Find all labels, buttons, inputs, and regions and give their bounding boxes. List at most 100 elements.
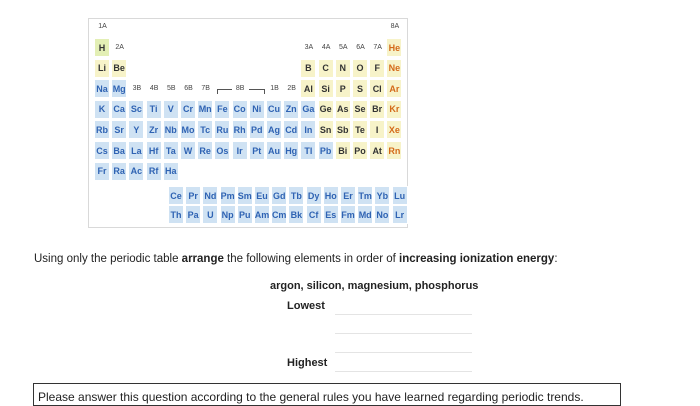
element-cell: Tb [288, 186, 305, 205]
element-cell: Br [369, 99, 386, 119]
group-label: 4B [149, 85, 159, 93]
element-cell: Ar [386, 79, 403, 99]
group-label: 3B [132, 85, 142, 93]
element-cell: Cu [266, 99, 282, 119]
element-cell: Cf [305, 205, 322, 224]
element-cell: Nd [202, 186, 219, 205]
element-cell: Co [231, 99, 248, 119]
prompt-text: increasing ionization energy [399, 253, 555, 265]
answer-slot[interactable] [335, 371, 472, 372]
group-label: 8A [390, 23, 400, 30]
group-label: 6A [356, 44, 365, 51]
element-cell: Np [219, 205, 236, 224]
element-cell: Bi [334, 141, 351, 160]
group-label: 7A [373, 44, 382, 51]
element-cell: Ge [317, 99, 334, 119]
element-cell: Y [128, 120, 145, 140]
prompt-text: : [554, 253, 558, 265]
element-cell: Tc [197, 120, 214, 140]
element-cell: Tl [300, 141, 317, 160]
element-cell: V [162, 99, 179, 119]
element-cell: La [128, 141, 145, 160]
element-cell: Re [197, 141, 214, 160]
element-cell: Pm [219, 186, 236, 205]
element-cell: Ha [162, 161, 179, 181]
element-cell: He [386, 38, 403, 57]
element-cell: Sr [111, 120, 128, 140]
element-cell: Mn [197, 99, 214, 119]
element-cell: I [369, 120, 386, 140]
element-cell: Sc [128, 99, 145, 119]
element-cell: Cd [283, 120, 300, 140]
group-label: 1A [98, 23, 107, 30]
element-cell: Sb [334, 120, 351, 140]
element-cell: Pu [236, 205, 253, 224]
element-cell: Te [352, 120, 368, 140]
element-cell: Yb [374, 186, 391, 205]
group-label: 1B [270, 85, 279, 93]
element-cell: Rh [231, 120, 248, 140]
element-cell: S [352, 79, 368, 99]
element-cell: Cr [180, 99, 196, 119]
group-label: 3A [304, 44, 314, 51]
element-cell: Se [352, 99, 368, 119]
element-cell: Pa [185, 205, 202, 224]
element-cell: Au [266, 141, 282, 160]
element-cell: Al [300, 79, 317, 99]
highest-label: Highest [287, 357, 328, 369]
element-cell: Fe [214, 99, 231, 119]
element-cell: Cs [94, 141, 110, 160]
element-cell: Xe [386, 120, 403, 140]
answer-slot[interactable] [335, 333, 472, 334]
element-cell: Mg [111, 79, 128, 99]
element-cell: Er [340, 186, 356, 205]
element-cell: Dy [305, 186, 322, 205]
element-cell: N [334, 58, 351, 78]
element-cell: Ac [128, 161, 145, 181]
element-cell: Bk [288, 205, 305, 224]
element-cell: F [369, 58, 386, 78]
element-cell: Ho [322, 186, 339, 205]
group-label: 4A [321, 44, 331, 51]
element-cell: Tm [357, 186, 374, 205]
element-cell: Os [214, 141, 231, 160]
element-cell: Gd [271, 186, 288, 205]
element-cell: B [300, 58, 317, 78]
element-cell: Rn [386, 141, 403, 160]
element-cell: Ir [231, 141, 248, 160]
periodic-table: H He Li Be B C N O F Ne Na Mg Al Si P S Cl Ar K Ca Sc Ti V Cr Mn… [88, 18, 408, 228]
group-label: 7B [201, 85, 210, 93]
lowest-label: Lowest [287, 300, 325, 312]
element-cell: Na [94, 79, 110, 99]
element-cell: Ag [266, 120, 282, 140]
element-cell: Nb [162, 120, 179, 140]
element-cell: Zn [283, 99, 300, 119]
element-cell: At [369, 141, 386, 160]
element-cell: Lu [391, 186, 408, 205]
instruction-box: Please answer this question according to… [33, 383, 621, 406]
element-cell: K [94, 99, 110, 119]
answer-slot[interactable] [335, 314, 472, 315]
group-label: 8B [231, 85, 249, 93]
element-cell: Li [94, 58, 110, 78]
element-cell: In [300, 120, 317, 140]
element-cell: Pd [248, 120, 265, 140]
element-cell: Ni [248, 99, 265, 119]
answer-slot[interactable] [335, 352, 472, 353]
element-cell: Po [352, 141, 368, 160]
element-cell: Ne [386, 58, 403, 78]
group-label: 2B [287, 85, 296, 93]
element-cell: Sm [236, 186, 253, 205]
element-cell: Ca [111, 99, 128, 119]
element-cell: Pt [248, 141, 265, 160]
element-cell: C [317, 58, 334, 78]
element-cell: Fm [340, 205, 356, 224]
element-cell: As [334, 99, 351, 119]
element-cell: Ra [111, 161, 128, 181]
element-cell: Cm [271, 205, 288, 224]
group-label: 5A [339, 44, 348, 51]
element-cell: Ce [168, 186, 184, 205]
element-cell: Fr [94, 161, 110, 181]
element-cell: Si [317, 79, 334, 99]
